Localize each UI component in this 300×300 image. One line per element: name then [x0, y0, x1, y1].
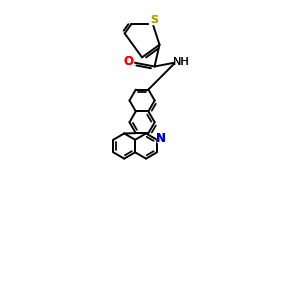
Text: NH: NH: [173, 56, 190, 67]
Bar: [125, 58, 133, 65]
Text: S: S: [150, 15, 158, 25]
Text: NH: NH: [173, 56, 190, 67]
Bar: [157, 135, 165, 142]
Text: S: S: [150, 15, 158, 25]
Bar: [149, 17, 159, 24]
Text: O: O: [124, 55, 134, 68]
Text: N: N: [156, 132, 166, 145]
Text: O: O: [124, 55, 134, 68]
Text: N: N: [156, 132, 166, 145]
Bar: [176, 58, 187, 65]
